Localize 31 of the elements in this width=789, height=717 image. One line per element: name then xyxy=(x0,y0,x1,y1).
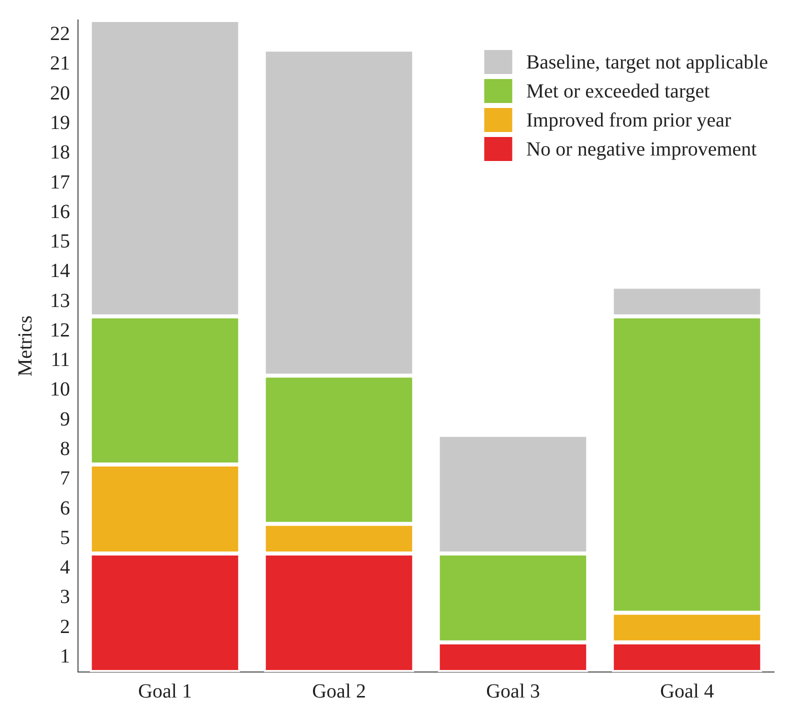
y-tick-label: 6 xyxy=(60,497,70,520)
y-tick-label: 21 xyxy=(50,52,70,75)
y-tick-label: 19 xyxy=(50,112,70,134)
y-tick-label: 5 xyxy=(60,526,70,549)
y-tick-label: 12 xyxy=(50,319,70,342)
y-tick-label: 18 xyxy=(50,142,70,164)
legend-label: Baseline, target not applicable xyxy=(526,51,768,74)
y-tick-label: 22 xyxy=(50,23,70,46)
y-tick-label: 14 xyxy=(50,260,70,282)
y-tick-label: 17 xyxy=(50,171,70,194)
y-tick-label: 15 xyxy=(50,230,70,253)
y-tick-label: 13 xyxy=(50,290,70,312)
y-tick-label: 4 xyxy=(60,556,70,579)
y-tick-label: 10 xyxy=(50,378,70,401)
y-tick-label: 11 xyxy=(50,349,70,372)
y-tick-label: 9 xyxy=(60,408,70,430)
y-tick-label: 2 xyxy=(60,616,70,638)
y-tick-label: 8 xyxy=(60,438,70,460)
y-tick-label: 16 xyxy=(50,200,70,223)
x-tick-label: Goal 3 xyxy=(486,680,540,702)
y-tick-label: 3 xyxy=(60,586,70,608)
legend-label: Improved from prior year xyxy=(526,109,732,132)
y-tick-label: 1 xyxy=(60,645,70,668)
legend-label: Met or exceeded target xyxy=(526,80,710,102)
y-tick-label: 20 xyxy=(50,82,70,104)
y-axis-title: Metrics xyxy=(14,315,36,377)
legend-label: No or negative improvement xyxy=(526,138,758,160)
x-tick-label: Goal 1 xyxy=(138,680,192,702)
x-tick-label: Goal 4 xyxy=(660,680,714,702)
x-tick-label: Goal 2 xyxy=(312,680,366,702)
y-tick-label: 7 xyxy=(60,468,70,490)
